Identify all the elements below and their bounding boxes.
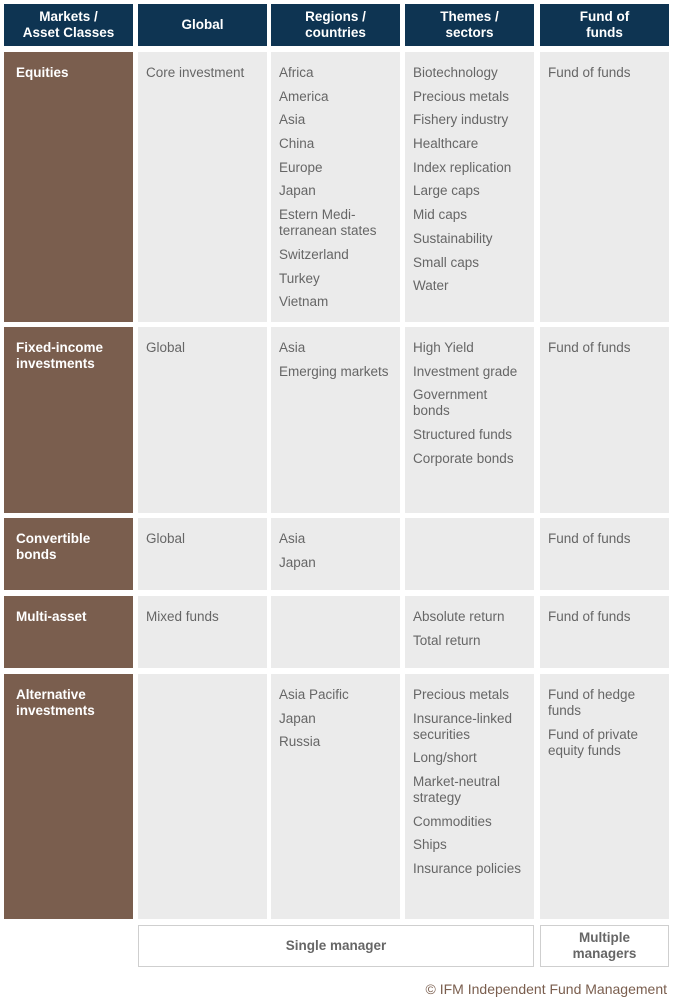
list-item: Asia: [279, 531, 306, 546]
table-cell: Core investment: [138, 52, 267, 322]
table-cell: Asia Pacific Japan Russia: [271, 674, 400, 919]
list-item: Sustainability: [413, 230, 493, 246]
list-item: Commodities: [413, 813, 492, 829]
list-item: Fund of funds: [548, 65, 631, 80]
list-item: Mixed funds: [146, 609, 219, 624]
table-cell: Global: [138, 518, 267, 590]
copyright: © IFM Independent Fund Management: [425, 981, 667, 997]
list-item: Precious metals: [413, 88, 510, 104]
table-cell: Fund of funds: [540, 596, 669, 668]
list-item: Switzerland: [279, 246, 349, 262]
table-cell: Precious metals Insurance-linked securiti…: [405, 674, 534, 919]
list-item: Japan: [279, 183, 316, 199]
list-item: Government bonds: [413, 387, 488, 419]
list-item: Index replication: [413, 159, 512, 175]
list-item: Mid caps: [413, 207, 468, 223]
table-cell: [138, 674, 267, 919]
table-cell: Fund of hedge funds Fund of private equit…: [540, 674, 669, 919]
row-label: Multi-asset: [4, 596, 133, 668]
list-item: Ships: [413, 837, 447, 853]
list-item: Precious metals: [413, 687, 510, 702]
list-item: America: [279, 88, 329, 104]
table-cell: Asia Japan: [271, 518, 400, 590]
list-item: Vietnam: [279, 294, 329, 310]
column-header: Markets / Asset Classes: [4, 4, 133, 46]
list-item: Small caps: [413, 254, 480, 270]
list-item: Long/short: [413, 750, 477, 766]
list-item: Total return: [413, 632, 481, 648]
list-item: Fund of funds: [548, 340, 631, 355]
list-item: Core investment: [146, 65, 245, 80]
column-header: Themes / sectors: [405, 4, 534, 46]
single-manager-label: Single manager: [138, 925, 534, 967]
column-header: Regions / countries: [271, 4, 400, 46]
list-item: Asia Pacific: [279, 687, 349, 702]
list-item: Fund of funds: [548, 609, 631, 624]
list-item: Emerging markets: [279, 363, 389, 379]
list-item: Russia: [279, 734, 321, 750]
table-cell: Asia Emerging markets: [271, 327, 400, 513]
list-item: High Yield: [413, 340, 474, 355]
list-item: Absolute return: [413, 609, 505, 624]
list-item: Water: [413, 278, 449, 294]
list-item: Europe: [279, 159, 323, 175]
list-item: Fund of private equity funds: [548, 726, 639, 758]
list-item: Fishery industry: [413, 112, 509, 128]
list-item: Corporate bonds: [413, 450, 514, 466]
row-label: Equities: [4, 52, 133, 322]
list-item: Large caps: [413, 183, 480, 199]
row-label: Alternative investments: [4, 674, 133, 919]
list-item: Fund of hedge funds: [548, 687, 636, 718]
list-item: Investment grade: [413, 363, 518, 379]
column-header: Fund of funds: [540, 4, 669, 46]
list-item: Structured funds: [413, 427, 513, 443]
table-cell: High Yield Investment grade Government bon…: [405, 327, 534, 513]
list-item: Global: [146, 531, 186, 546]
column-header: Global: [138, 4, 267, 46]
table-cell: Fund of funds: [540, 52, 669, 322]
list-item: Biotechnology: [413, 65, 498, 80]
table-cell: [405, 518, 534, 590]
list-item: Japan: [279, 710, 316, 726]
list-item: Global: [146, 340, 186, 355]
list-item: Insurance policies: [413, 861, 522, 877]
table-cell: Global: [138, 327, 267, 513]
list-item: Asia: [279, 112, 306, 128]
table-cell: Biotechnology Precious metals Fishery indu…: [405, 52, 534, 322]
table-cell: [271, 596, 400, 668]
list-item: Asia: [279, 340, 306, 355]
list-item: Fund of funds: [548, 531, 631, 546]
list-item: Market-neutral strategy: [413, 774, 501, 806]
list-item: Turkey: [279, 270, 320, 286]
row-label: Fixed-income investments: [4, 327, 133, 513]
list-item: Healthcare: [413, 136, 479, 152]
table-cell: Mixed funds: [138, 596, 267, 668]
list-item: Estern Medi- terranean states: [279, 207, 377, 239]
table-cell: Fund of funds: [540, 518, 669, 590]
list-item: Insurance-linked securities: [413, 710, 513, 742]
table-cell: Absolute return Total return: [405, 596, 534, 668]
table-cell: Fund of funds: [540, 327, 669, 513]
list-item: Africa: [279, 65, 314, 80]
list-item: China: [279, 136, 315, 152]
table-cell: Africa America Asia China Europe Japan Estern …: [271, 52, 400, 322]
list-item: Japan: [279, 554, 316, 570]
multiple-managers-label: Multiple managers: [540, 925, 669, 967]
row-label: Convertible bonds: [4, 518, 133, 590]
